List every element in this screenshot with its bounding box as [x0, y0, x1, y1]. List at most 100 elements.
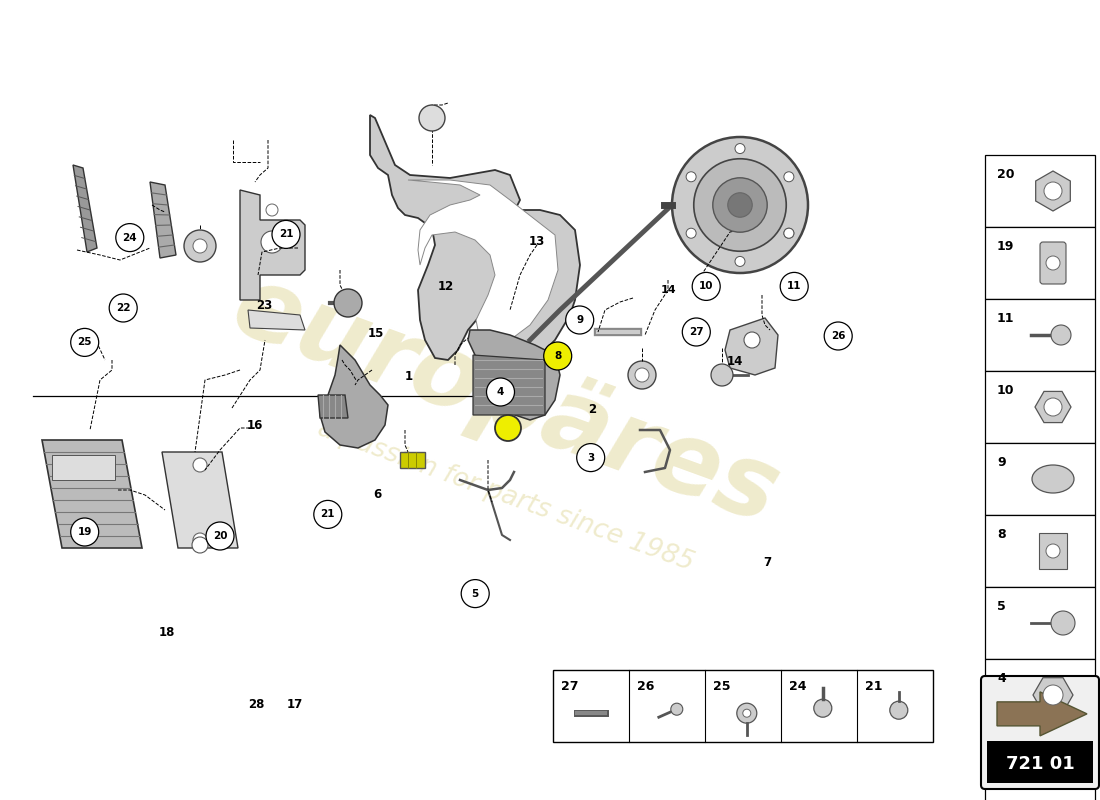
- Circle shape: [1050, 611, 1075, 635]
- FancyBboxPatch shape: [984, 587, 1094, 659]
- Circle shape: [495, 415, 521, 441]
- Circle shape: [711, 364, 733, 386]
- Text: 16: 16: [248, 419, 263, 432]
- Polygon shape: [408, 180, 558, 340]
- Text: 19: 19: [997, 240, 1014, 253]
- FancyBboxPatch shape: [987, 741, 1093, 783]
- Text: 5: 5: [997, 600, 1005, 613]
- Circle shape: [419, 105, 446, 131]
- Circle shape: [192, 239, 207, 253]
- Ellipse shape: [1032, 465, 1074, 493]
- Circle shape: [1046, 256, 1060, 270]
- Text: 24: 24: [789, 680, 806, 693]
- FancyBboxPatch shape: [984, 659, 1094, 731]
- Text: 10: 10: [997, 384, 1014, 397]
- Text: 18: 18: [160, 626, 175, 638]
- Polygon shape: [162, 452, 238, 548]
- Circle shape: [576, 443, 605, 471]
- Text: 4: 4: [997, 672, 1005, 685]
- Polygon shape: [997, 692, 1087, 736]
- Circle shape: [780, 272, 808, 301]
- Text: 4: 4: [497, 387, 504, 397]
- Text: 7: 7: [763, 556, 772, 569]
- Circle shape: [116, 223, 144, 251]
- Circle shape: [486, 378, 515, 406]
- Circle shape: [737, 703, 757, 723]
- Text: 15: 15: [368, 327, 384, 340]
- Text: 28: 28: [249, 698, 264, 710]
- Text: 27: 27: [561, 680, 579, 693]
- Polygon shape: [468, 330, 560, 420]
- Text: 24: 24: [122, 233, 138, 242]
- FancyBboxPatch shape: [984, 731, 1094, 800]
- Polygon shape: [725, 318, 778, 375]
- Text: 11: 11: [997, 312, 1014, 325]
- Polygon shape: [52, 455, 116, 480]
- Circle shape: [742, 710, 751, 718]
- Circle shape: [461, 579, 490, 608]
- Text: europäres: europäres: [220, 255, 792, 545]
- Text: 20: 20: [212, 531, 228, 541]
- Circle shape: [261, 231, 283, 253]
- Text: 2: 2: [587, 403, 596, 416]
- FancyBboxPatch shape: [984, 155, 1094, 227]
- Circle shape: [784, 228, 794, 238]
- Text: 26: 26: [830, 331, 846, 341]
- Circle shape: [814, 699, 832, 718]
- Circle shape: [565, 306, 594, 334]
- Circle shape: [694, 158, 786, 251]
- Circle shape: [692, 272, 720, 301]
- Text: 12: 12: [438, 280, 453, 293]
- Text: 1: 1: [405, 370, 414, 382]
- Circle shape: [109, 294, 138, 322]
- FancyBboxPatch shape: [984, 443, 1094, 515]
- Circle shape: [890, 701, 908, 719]
- Text: 9: 9: [576, 315, 583, 325]
- Text: a passion for parts since 1985: a passion for parts since 1985: [315, 416, 697, 576]
- Circle shape: [713, 178, 767, 232]
- Text: 8: 8: [554, 351, 561, 361]
- FancyBboxPatch shape: [553, 670, 933, 742]
- Circle shape: [628, 361, 656, 389]
- Polygon shape: [42, 440, 142, 548]
- FancyBboxPatch shape: [984, 515, 1094, 587]
- Text: 25: 25: [77, 338, 92, 347]
- FancyBboxPatch shape: [1040, 242, 1066, 284]
- Polygon shape: [1033, 678, 1072, 712]
- Circle shape: [192, 458, 207, 472]
- Text: 19: 19: [77, 527, 92, 537]
- Text: 17: 17: [287, 698, 303, 710]
- FancyBboxPatch shape: [984, 371, 1094, 443]
- Circle shape: [686, 172, 696, 182]
- Circle shape: [671, 703, 683, 715]
- Circle shape: [184, 230, 216, 262]
- Circle shape: [334, 289, 362, 317]
- Circle shape: [672, 137, 808, 273]
- Circle shape: [1023, 759, 1040, 775]
- Text: 14: 14: [727, 355, 742, 368]
- Text: 8: 8: [997, 528, 1005, 541]
- Text: 9: 9: [997, 456, 1005, 469]
- Circle shape: [744, 332, 760, 348]
- Circle shape: [824, 322, 852, 350]
- Text: 22: 22: [116, 303, 131, 313]
- Text: 21: 21: [865, 680, 882, 693]
- FancyBboxPatch shape: [981, 676, 1099, 789]
- FancyBboxPatch shape: [984, 299, 1094, 371]
- Text: 25: 25: [713, 680, 730, 693]
- Text: 721 01: 721 01: [1005, 755, 1075, 773]
- Circle shape: [682, 318, 711, 346]
- Circle shape: [272, 220, 300, 248]
- Circle shape: [1044, 398, 1061, 416]
- Polygon shape: [318, 395, 348, 418]
- Text: 26: 26: [637, 680, 654, 693]
- Circle shape: [784, 172, 794, 182]
- Polygon shape: [73, 165, 97, 252]
- Text: 27: 27: [689, 327, 704, 337]
- Circle shape: [70, 518, 99, 546]
- Polygon shape: [473, 355, 544, 415]
- Circle shape: [206, 522, 234, 550]
- Text: 6: 6: [373, 488, 382, 501]
- Text: 20: 20: [997, 168, 1014, 181]
- Circle shape: [1043, 685, 1063, 705]
